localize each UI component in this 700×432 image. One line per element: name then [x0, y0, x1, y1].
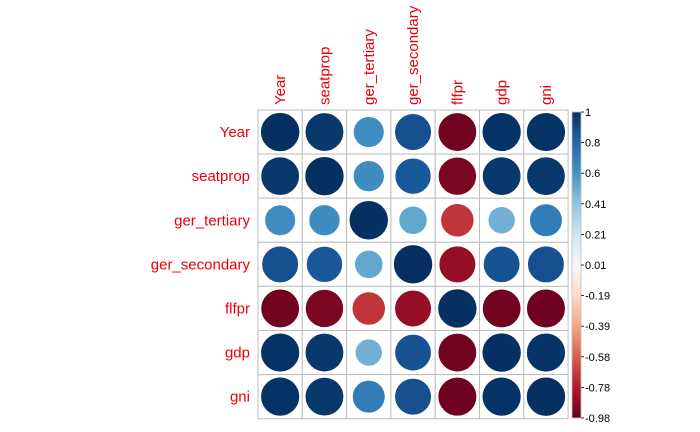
correlation-circle-gni-ger_secondary [394, 378, 432, 416]
correlation-circle-ger_tertiary-Year [264, 204, 296, 236]
correlation-circle-Year-ger_tertiary [353, 116, 385, 148]
correlation-circle-flfpr-Year [260, 288, 300, 328]
column-label-flfpr: flfpr [449, 80, 466, 105]
correlation-circle-gdp-ger_tertiary [354, 338, 383, 367]
row-labels: Year seatprop ger_tertiary ger_secondaryflf… [151, 124, 251, 406]
color-scale-tick-label: 1 [585, 107, 591, 119]
correlation-circle-Year-flfpr [437, 112, 477, 152]
correlation-circle-flfpr-ger_secondary [394, 289, 432, 328]
column-label-ger_tertiary: ger_tertiary [361, 29, 378, 105]
correlation-circle-Year-seatprop [304, 112, 344, 152]
correlation-circle-ger_secondary-ger_tertiary [354, 249, 384, 279]
color-scale-tick-label: -0.58 [585, 352, 610, 364]
correlation-circle-ger_secondary-gdp [483, 245, 521, 283]
correlation-circle-flfpr-gni [526, 288, 566, 329]
column-label-Year: Year [272, 75, 289, 105]
correlation-circle-Year-gni [526, 112, 566, 152]
color-scale-tick-label: 0.41 [585, 199, 606, 211]
correlation-circle-ger_tertiary-gni [529, 203, 563, 237]
correlation-circle-gdp-Year [260, 332, 300, 373]
correlation-circle-flfpr-gdp [482, 288, 522, 328]
color-scale-tick-label: 0.8 [585, 138, 600, 150]
row-label-Year: Year [220, 124, 250, 141]
correlation-circle-seatprop-seatprop [304, 156, 345, 196]
correlation-circle-gni-seatprop [304, 377, 344, 417]
correlation-circle-gni-flfpr [437, 377, 477, 417]
correlation-circle-seatprop-Year [260, 156, 300, 196]
correlation-circle-ger_tertiary-ger_tertiary [348, 200, 389, 241]
correlation-circle-ger_secondary-flfpr [438, 245, 476, 283]
column-label-ger_secondary: ger_secondary [405, 5, 422, 105]
correlation-circle-gni-Year [260, 376, 300, 417]
correlation-circle-gni-gdp [481, 376, 522, 417]
correlation-circle-gdp-ger_secondary [394, 334, 432, 372]
row-label-ger_tertiary: ger_tertiary [174, 212, 250, 229]
correlation-circle-flfpr-flfpr [437, 288, 478, 329]
color-scale-tick-label: 0.21 [585, 229, 606, 241]
color-scale-tick-label: -0.19 [585, 291, 610, 303]
column-label-gni: gni [538, 85, 555, 105]
correlation-circle-ger_secondary-seatprop [306, 246, 343, 283]
color-scale-tick-label: -0.39 [585, 321, 610, 333]
correlation-circle-ger_secondary-ger_secondary [393, 244, 433, 285]
correlation-circle-gdp-seatprop [304, 333, 344, 373]
row-label-gdp: gdp [225, 345, 250, 362]
correlation-circle-seatprop-gdp [482, 156, 522, 196]
color-scale-tick-label: 0.01 [585, 260, 606, 272]
correlation-circle-gni-gni [526, 376, 566, 417]
correlation-circle-Year-ger_secondary [394, 113, 432, 151]
color-scale-tick-label: -0.98 [585, 413, 610, 425]
color-legend: 1 0.8 0.6 0.41 0.21 0.01 -0.19 -0.39 -0.58 -0.78 -… [571, 107, 610, 425]
row-label-ger_secondary: ger_secondary [151, 256, 251, 273]
column-label-gdp: gdp [494, 80, 511, 105]
correlation-circle-ger_tertiary-seatprop [308, 204, 341, 237]
correlation-circle-seatprop-ger_secondary [394, 157, 432, 195]
correlation-circle-gdp-gni [526, 332, 566, 373]
correlation-circle-Year-Year [260, 112, 300, 152]
correlation-circle-ger_tertiary-ger_secondary [398, 205, 428, 235]
correlation-circle-flfpr-ger_tertiary [351, 291, 386, 326]
correlation-circle-ger_secondary-gni [527, 245, 565, 283]
correlation-circle-gni-ger_tertiary [352, 380, 386, 414]
color-scale-bar [571, 111, 582, 419]
correlation-grid [257, 109, 569, 420]
row-label-seatprop: seatprop [192, 168, 250, 185]
correlation-circle-gdp-flfpr [437, 333, 477, 373]
correlation-circle-Year-gdp [481, 112, 522, 152]
color-scale-tick-label: -0.78 [585, 382, 610, 394]
correlation-circle-seatprop-gni [526, 156, 566, 196]
correlation-circle-ger_tertiary-gdp [487, 206, 516, 235]
correlation-circle-seatprop-flfpr [438, 156, 477, 196]
correlation-circle-flfpr-seatprop [305, 289, 344, 328]
correlation-circle-ger_tertiary-flfpr [440, 203, 475, 238]
color-scale-tick-label: 0.6 [585, 168, 600, 180]
row-label-flfpr: flfpr [225, 300, 250, 317]
correlation-circle-seatprop-ger_tertiary [352, 160, 385, 192]
correlation-circle-gdp-gdp [481, 332, 522, 373]
correlation-circle-ger_secondary-Year [261, 245, 299, 283]
row-label-gni: gni [230, 389, 250, 406]
column-label-seatprop: seatprop [316, 47, 333, 105]
